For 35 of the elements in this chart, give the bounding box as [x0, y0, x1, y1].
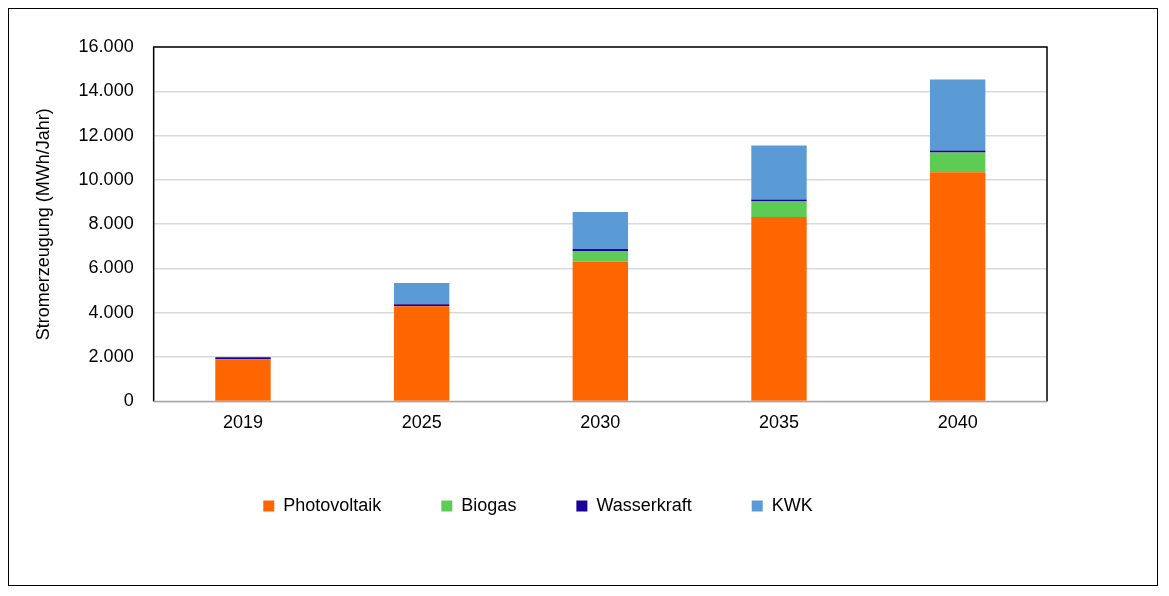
bar [393, 282, 450, 305]
bar [929, 79, 986, 151]
bar [572, 251, 629, 262]
bar [393, 304, 450, 307]
y-tick-label: 4.000 [88, 301, 134, 322]
x-tick-label: 2025 [401, 412, 442, 433]
y-tick-label: 16.000 [78, 35, 134, 56]
y-tick-label: 6.000 [88, 257, 134, 278]
bar [929, 152, 986, 173]
y-tick-label: 8.000 [88, 213, 134, 234]
x-tick-label: 2040 [937, 412, 978, 433]
bar [393, 306, 450, 401]
y-tick-label: 2.000 [88, 346, 134, 367]
bar [572, 212, 629, 249]
bar [929, 150, 986, 153]
legend-label: Photovoltaik [283, 494, 383, 515]
bar [751, 201, 807, 217]
bar [929, 172, 986, 401]
y-tick-label: 0 [123, 390, 134, 411]
y-tick-label: 10.000 [78, 168, 134, 189]
x-tick-label: 2035 [758, 412, 800, 433]
legend-label: Wasserkraft [596, 494, 692, 515]
y-tick-label: 12.000 [78, 124, 134, 145]
bar [751, 199, 807, 202]
x-tick-label: 2019 [222, 412, 264, 433]
bar [215, 357, 271, 360]
bar [751, 145, 807, 200]
y-tick-label: 14.000 [78, 80, 134, 101]
legend-label: Biogas [461, 494, 517, 515]
legend-label: KWK [771, 494, 813, 515]
bar [572, 261, 629, 401]
bar [751, 216, 807, 401]
y-axis-title: Stromerzeugung (MWh/Jahr) [32, 108, 53, 341]
bar [215, 359, 271, 401]
x-tick-label: 2030 [580, 412, 621, 433]
